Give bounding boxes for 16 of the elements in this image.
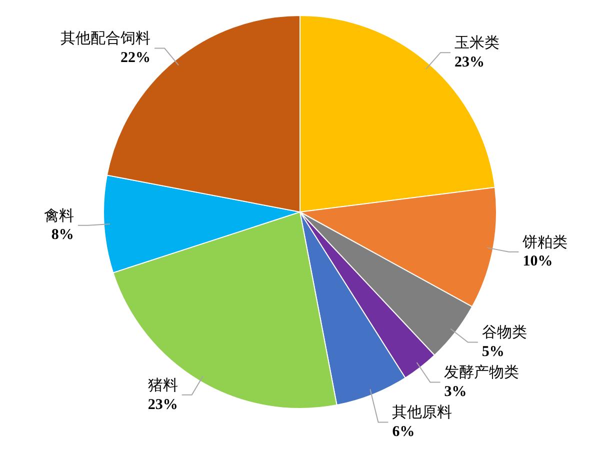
slice-label: 谷物类 (482, 324, 527, 342)
slice-label: 禽料 (44, 207, 74, 224)
data-label: 6% (392, 424, 415, 440)
data-label: 8% (51, 227, 74, 244)
slice-label: 发酵产物类 (444, 364, 520, 382)
slice-label: 饼粕类 (522, 234, 568, 251)
slice-label: 其他原料 (392, 404, 452, 422)
data-label: 23% (148, 396, 178, 413)
data-label: 3% (444, 384, 467, 400)
data-label: 22% (120, 50, 151, 66)
slice-label: 其他配合饲料 (60, 30, 151, 48)
slice-label: 玉米类 (454, 34, 500, 52)
slice-label: 猪料 (148, 376, 178, 394)
data-label: 23% (454, 54, 485, 70)
data-label: 5% (482, 344, 504, 360)
data-label: 10% (522, 254, 553, 270)
